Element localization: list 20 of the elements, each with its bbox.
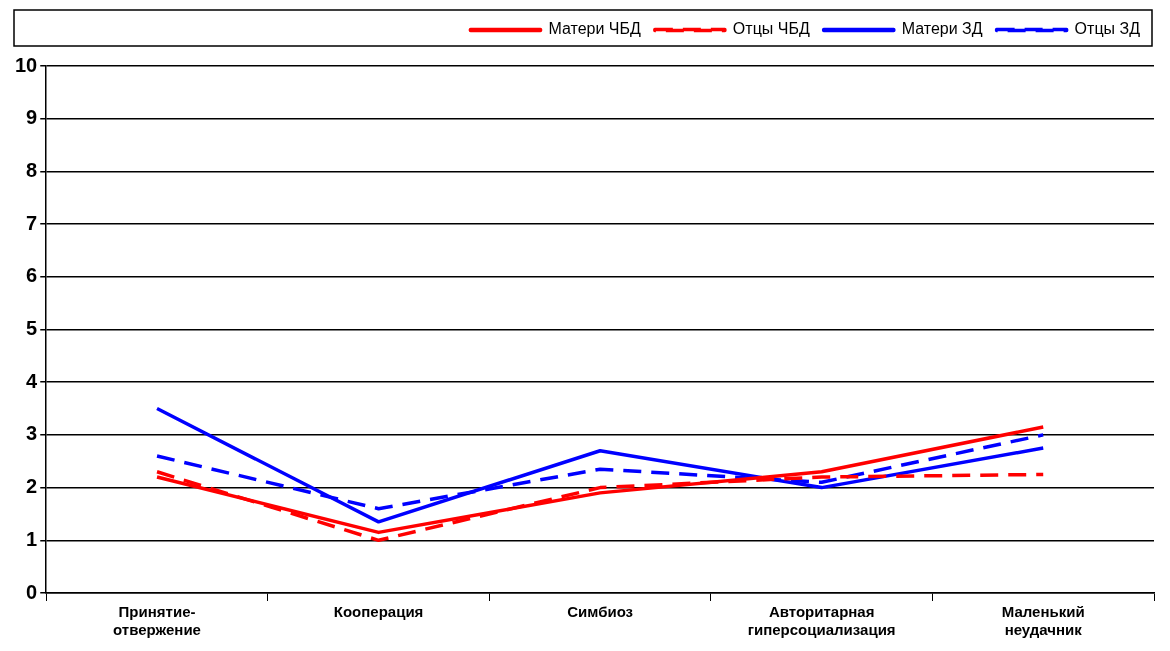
x-tick-label: Маленький неудачник (1001, 603, 1085, 639)
x-tick-label: Кооперация (333, 603, 424, 621)
y-tick-label: 0 (26, 580, 38, 603)
y-tick-label: 3 (26, 422, 38, 445)
legend-label: Отцы ЗД (1074, 20, 1141, 38)
y-tick-label: 7 (26, 211, 38, 234)
legend-label: Матери ЧБД (548, 20, 642, 38)
y-tick-label: 8 (26, 158, 38, 181)
y-tick-label: 5 (26, 317, 38, 340)
x-tick-label: Авторитарная гиперсоциализация (747, 603, 896, 639)
x-tick-label: Принятие-отвержение (113, 603, 201, 639)
legend-label: Матери ЗД (901, 20, 983, 38)
y-tick-label: 10 (15, 53, 38, 76)
y-tick-label: 6 (26, 264, 38, 287)
y-tick-label: 9 (26, 106, 38, 129)
y-tick-label: 2 (26, 475, 38, 498)
x-tick-label: Симбиоз (567, 603, 634, 621)
y-tick-label: 1 (26, 527, 38, 550)
legend-label: Отцы ЧБД (732, 20, 810, 38)
y-tick-label: 4 (26, 369, 39, 392)
